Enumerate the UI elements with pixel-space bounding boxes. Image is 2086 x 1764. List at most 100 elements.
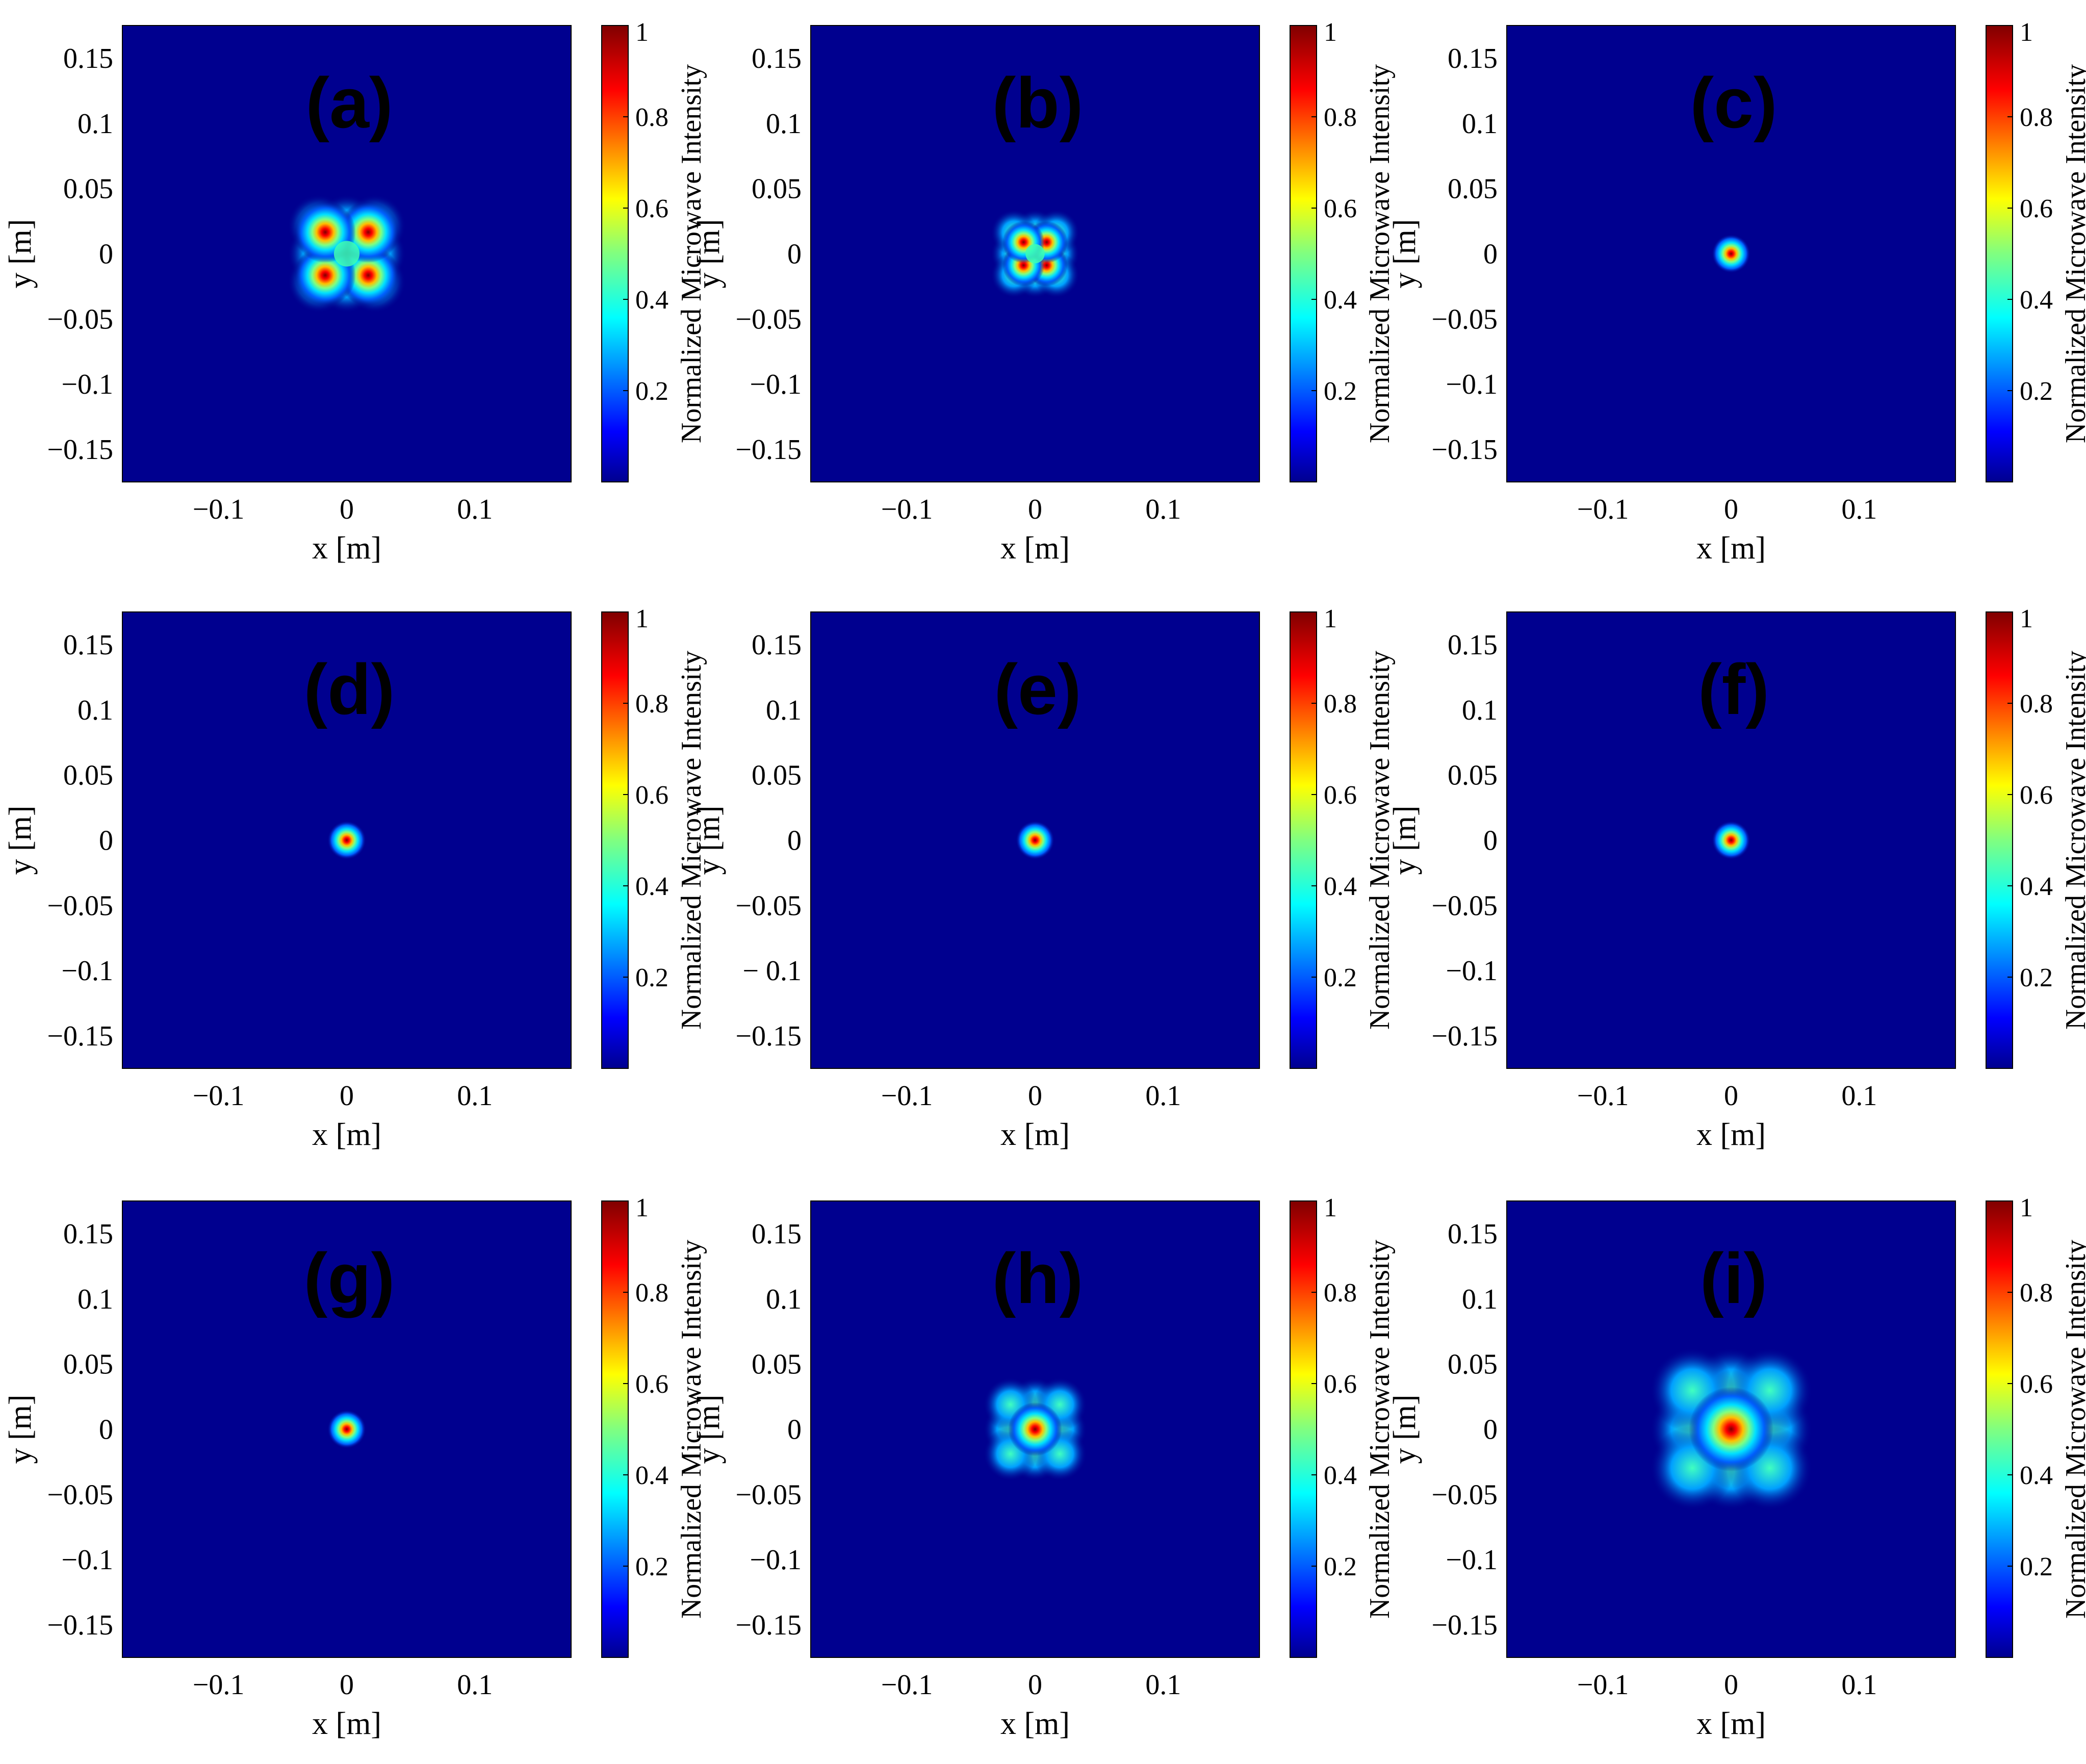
panel-d: (d) 0.15 0.1 0.05 0 −0.05 −0.1 −0.15 −0.1 0 0.1 x [… <box>3 604 707 1152</box>
colorbar-tick-label: 0.6 <box>2020 781 2053 810</box>
y-tick-label: 0.15 <box>1448 1218 1498 1250</box>
panel-a: (a) 0.15 0.1 0.05 0 −0.05 −0.1 −0.15 −0.1 0 0.1 x [… <box>3 18 707 566</box>
y-tick-label: −0.15 <box>47 1020 113 1052</box>
y-tick-label: −0.1 <box>61 369 113 400</box>
y-tick-label: 0.1 <box>1462 1284 1498 1315</box>
x-tick-label: −0.1 <box>881 1669 933 1701</box>
y-tick-label: −0.05 <box>47 1479 113 1511</box>
panel-label: (h) <box>992 1238 1084 1318</box>
colorbar-tick-label: 0.8 <box>1324 103 1357 132</box>
colorbar <box>1290 1200 1317 1658</box>
x-tick-label: 0 <box>340 494 354 525</box>
x-tick-label: 0.1 <box>457 1669 493 1701</box>
colorbar <box>1986 1200 2013 1658</box>
ring-center <box>1025 244 1045 264</box>
x-axis-label: x [m] <box>1000 1117 1070 1152</box>
y-tick-label: 0.05 <box>1448 1349 1498 1380</box>
y-tick-label: 0.15 <box>1448 629 1498 661</box>
panel-f: (f) 0.15 0.1 0.05 0 −0.05 −0.1 −0.15 −0.1 0 0.1 x [… <box>1387 604 2086 1152</box>
y-tick-label: 0.1 <box>766 695 802 726</box>
colorbar-tick-label: 0.6 <box>1324 1370 1357 1399</box>
x-tick-label: −0.1 <box>193 494 245 525</box>
colorbar-tick-label: 0.6 <box>2020 1370 2053 1399</box>
colorbar-tick-label: 0.8 <box>2020 103 2053 132</box>
colorbar-tick-label: 1 <box>1324 604 1337 633</box>
y-tick-label: 0.1 <box>766 1284 802 1315</box>
y-tick-label: 0.1 <box>78 108 113 140</box>
panel-c: (c) 0.15 0.1 0.05 0 −0.05 −0.1 −0.15 −0.1 0 0.1 x [… <box>1387 18 2086 566</box>
panel-label: (g) <box>304 1238 395 1318</box>
x-axis-label: x [m] <box>1696 1117 1766 1152</box>
x-tick-label: 0.1 <box>1841 1669 1877 1701</box>
y-tick-label: 0 <box>787 825 802 857</box>
panel-label: (f) <box>1698 649 1769 729</box>
y-tick-label: −0.1 <box>61 1544 113 1576</box>
colorbar-tick-label: 1 <box>635 18 649 47</box>
x-tick-label: 0 <box>1724 1669 1738 1701</box>
y-tick-label: 0 <box>787 1414 802 1446</box>
y-tick-label: −0.15 <box>47 434 113 466</box>
y-axis-label: y [m] <box>1387 219 1422 288</box>
colorbar-tick-label: 0.8 <box>635 1279 668 1308</box>
intensity-peak <box>327 1410 366 1449</box>
colorbar-tick-label: 0.6 <box>2020 194 2053 223</box>
colorbar-tick-label: 0.4 <box>2020 872 2053 901</box>
y-tick-label: 0 <box>99 239 113 270</box>
colorbar-tick-label: 0.8 <box>635 689 668 719</box>
x-axis-label: x [m] <box>312 1706 381 1741</box>
x-tick-label: 0.1 <box>457 1080 493 1112</box>
colorbar-tick-label: 0.8 <box>2020 689 2053 719</box>
x-tick-label: −0.1 <box>881 494 933 525</box>
x-axis-label: x [m] <box>1696 531 1766 566</box>
panel-label: (e) <box>994 649 1081 729</box>
colorbar-tick-label: 0.2 <box>2020 377 2053 406</box>
y-tick-label: −0.05 <box>1431 303 1498 335</box>
intensity-peak <box>1712 234 1750 273</box>
x-tick-label: 0 <box>1724 1080 1738 1112</box>
y-tick-label: −0.05 <box>47 303 113 335</box>
y-axis-label: y [m] <box>1387 805 1422 875</box>
colorbar-tick-label: 0.8 <box>2020 1279 2053 1308</box>
colorbar-tick-label: 0.6 <box>1324 194 1357 223</box>
y-axis-label: y [m] <box>1387 1394 1422 1464</box>
x-tick-label: −0.1 <box>1577 494 1629 525</box>
plot-frame <box>122 1200 572 1658</box>
colorbar-tick-label: 0.8 <box>1324 1279 1357 1308</box>
y-tick-label: −0.05 <box>47 890 113 922</box>
colorbar <box>1290 25 1317 482</box>
intensity-peak <box>1712 821 1750 860</box>
y-axis-label: y [m] <box>3 219 38 288</box>
intensity-peak <box>1016 821 1054 860</box>
y-tick-label: 0.1 <box>78 1284 113 1315</box>
y-tick-label: −0.15 <box>735 1020 802 1052</box>
colorbar-tick-label: 0.2 <box>2020 963 2053 992</box>
y-tick-label: −0.05 <box>735 890 802 922</box>
y-axis-label: y [m] <box>691 805 726 875</box>
x-tick-label: −0.1 <box>193 1080 245 1112</box>
x-tick-label: 0.1 <box>1145 494 1181 525</box>
y-tick-label: 0 <box>1483 825 1498 857</box>
y-tick-label: 0.1 <box>78 695 113 726</box>
colorbar <box>601 1200 629 1658</box>
x-tick-label: −0.1 <box>881 1080 933 1112</box>
y-tick-label: −0.1 <box>1446 955 1498 987</box>
y-tick-label: 0 <box>99 825 113 857</box>
colorbar-tick-label: 0.2 <box>1324 1552 1357 1581</box>
y-tick-label: 0 <box>1483 239 1498 270</box>
y-tick-label: −0.1 <box>1446 1544 1498 1576</box>
y-tick-label: 0.05 <box>752 760 802 791</box>
y-tick-label: 0.05 <box>63 173 113 205</box>
panel-label: (c) <box>1690 63 1777 143</box>
y-tick-label: 0.1 <box>1462 108 1498 140</box>
y-tick-label: 0.15 <box>752 629 802 661</box>
panel-e: (e) 0.15 0.1 0.05 0 −0.05 − 0.1 −0.15 −0.1 0 0.1 x … <box>691 604 1396 1152</box>
y-tick-label: 0.05 <box>752 1349 802 1380</box>
x-tick-label: 0 <box>1028 1669 1042 1701</box>
colorbar <box>1986 25 2013 482</box>
panel-i: (i) 0.15 0.1 0.05 0 −0.05 −0.1 −0.15 −0.1 0 0.1 x [… <box>1387 1193 2086 1741</box>
x-tick-label: −0.1 <box>1577 1669 1629 1701</box>
y-tick-label: 0.05 <box>1448 173 1498 205</box>
y-tick-label: −0.15 <box>735 434 802 466</box>
x-tick-label: −0.1 <box>1577 1080 1629 1112</box>
y-tick-label: −0.15 <box>1431 1609 1498 1641</box>
